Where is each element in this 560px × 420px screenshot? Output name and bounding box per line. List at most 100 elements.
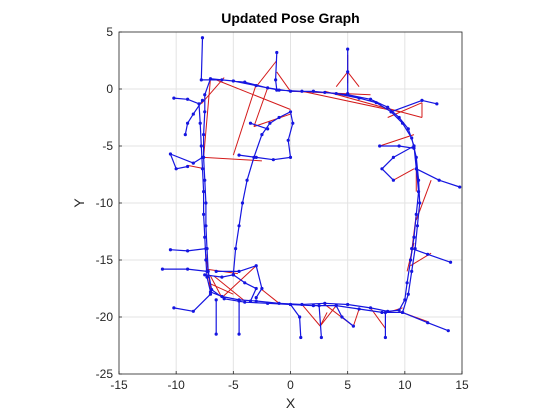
pose-point (420, 98, 424, 102)
pose-point (214, 298, 218, 302)
loop-closure-edge (203, 78, 211, 158)
pose-point (311, 304, 315, 308)
loop-closure-edge (301, 90, 388, 111)
pose-point (208, 292, 213, 296)
pose-point (248, 299, 253, 303)
pose-point (200, 155, 205, 159)
pose-point (191, 161, 195, 165)
x-tick-label: -10 (167, 378, 185, 392)
x-tick-label: 10 (398, 378, 412, 392)
pose-point (418, 201, 422, 205)
pose-point (397, 115, 401, 120)
pose-point (346, 47, 350, 51)
pose-point (406, 292, 410, 296)
pose-point (412, 235, 416, 239)
pose-point (186, 249, 190, 253)
loop-closure-edge (253, 113, 291, 128)
pose-point (426, 252, 430, 256)
y-tick-label: 0 (106, 82, 113, 96)
pose-point (458, 185, 462, 189)
x-tick-label: -5 (228, 378, 239, 392)
loop-closure-edge (347, 71, 360, 88)
pose-point (202, 212, 206, 216)
pose-point (254, 83, 258, 88)
loop-closure-edge (261, 289, 280, 304)
pose-point (266, 301, 270, 305)
pose-point (172, 306, 176, 310)
pose-series-line (232, 111, 294, 275)
pose-point (410, 269, 414, 273)
pose-point (275, 50, 279, 55)
pose-point (357, 96, 361, 100)
pose-point (400, 310, 405, 315)
pose-point (186, 267, 190, 271)
pose-point (414, 167, 418, 171)
pose-point (160, 267, 165, 271)
loop-closure-edge (301, 304, 321, 327)
loop-closure-edge (221, 265, 257, 298)
pose-point (405, 281, 409, 285)
pose-point (237, 332, 241, 336)
pose-point (274, 78, 278, 82)
pose-point (300, 89, 304, 93)
loop-closure-edge (210, 275, 223, 298)
pose-point (168, 248, 173, 252)
pose-point (199, 144, 203, 148)
loop-closure-edge (207, 282, 234, 295)
pose-point (291, 121, 295, 125)
pose-point (172, 96, 176, 100)
pose-point (202, 133, 206, 137)
pose-point (448, 260, 453, 264)
loop-closure-edge (393, 168, 415, 181)
x-tick-label: 15 (455, 378, 469, 392)
pose-point (323, 301, 327, 305)
pose-series-line (204, 274, 257, 302)
pose-point (202, 190, 206, 194)
loop-closure-edge (319, 305, 337, 327)
pose-point (268, 121, 272, 125)
pose-point (389, 110, 393, 114)
axis-ticks: -15 -10 -5 0 5 10 15 5 0 -5 -10 -15 -20 -25 (96, 25, 469, 392)
pose-point (277, 115, 281, 120)
pose-series-line (381, 145, 415, 181)
pose-point (198, 121, 202, 125)
pose-point (380, 167, 384, 171)
pose-point (378, 144, 382, 148)
pose-point (317, 304, 321, 308)
pose-point (346, 91, 350, 96)
pose-point (435, 102, 439, 106)
pose-point (205, 269, 209, 273)
pose-point (400, 121, 405, 125)
pose-point (254, 286, 258, 291)
pose-point (299, 335, 303, 340)
pose-point (199, 78, 203, 82)
pose-point (214, 269, 218, 273)
pose-point (277, 301, 281, 305)
pose-point (237, 153, 241, 157)
pose-point (240, 201, 245, 205)
pose-point (191, 309, 195, 313)
pose-point (245, 178, 249, 182)
loop-closure-edge (255, 60, 278, 88)
pose-point (368, 306, 373, 310)
pose-point (266, 127, 270, 131)
pose-point (254, 264, 258, 268)
pose-point (277, 88, 281, 92)
pose-point (383, 310, 387, 315)
pose-point (323, 90, 327, 95)
pose-point (200, 98, 205, 102)
pose-point (346, 70, 350, 74)
x-tick-label: -15 (110, 378, 128, 392)
loop-closure-edge (203, 156, 262, 162)
y-tick-label: -10 (96, 196, 114, 210)
pose-series (160, 36, 462, 340)
pose-point (288, 155, 293, 159)
pose-point (426, 321, 430, 325)
pose-point (260, 133, 264, 137)
pose-series-line (318, 305, 322, 338)
pose-point (410, 247, 414, 251)
pose-point (200, 167, 205, 171)
pose-point (397, 308, 401, 312)
pose-point (252, 155, 256, 159)
pose-point (203, 235, 207, 239)
